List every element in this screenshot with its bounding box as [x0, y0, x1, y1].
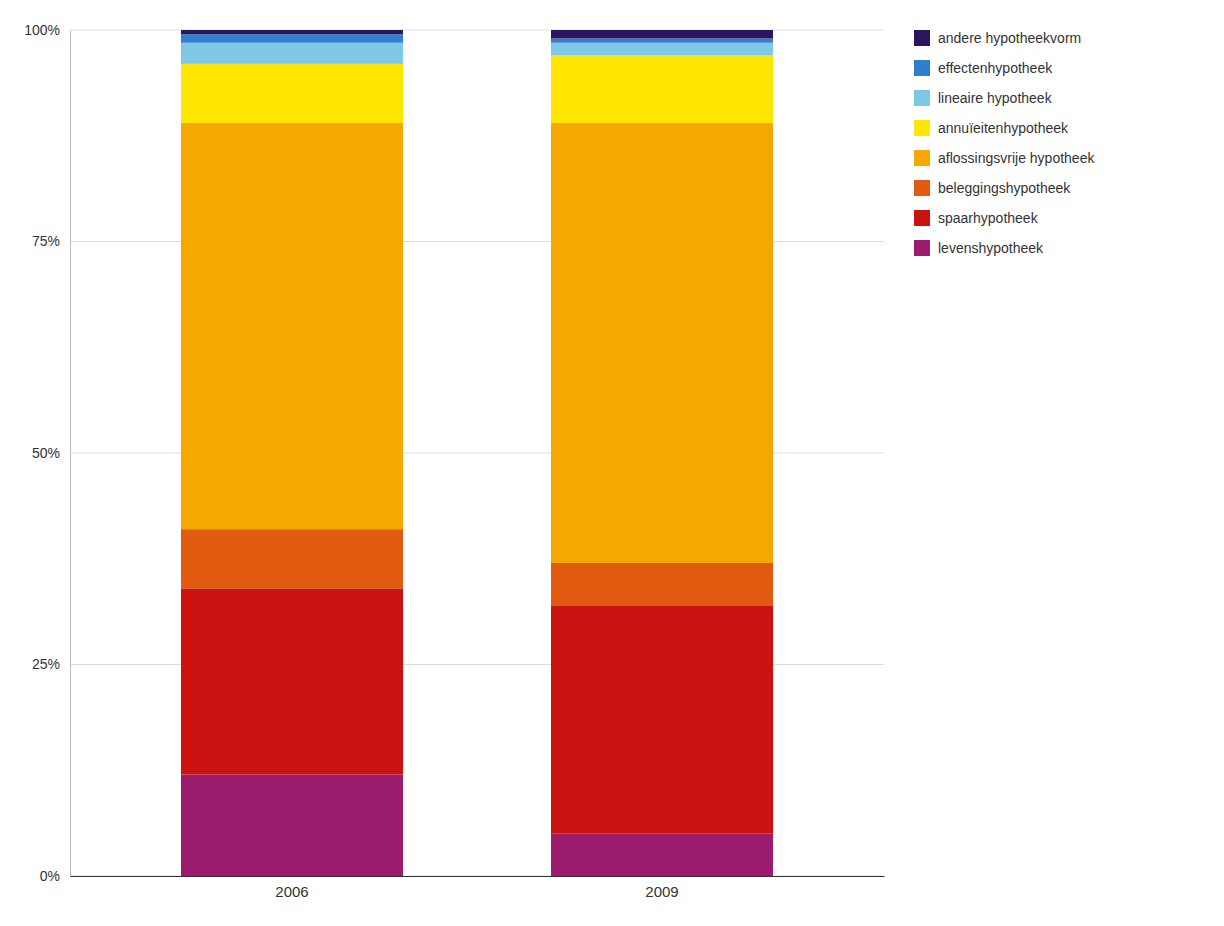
y-axis-line: [70, 31, 71, 877]
legend-label: spaarhypotheek: [938, 210, 1039, 226]
legend-label: levenshypotheek: [938, 240, 1044, 256]
legend-item: lineaire hypotheek: [914, 90, 1053, 106]
legend: andere hypotheekvorm effectenhypotheek lin…: [914, 30, 1095, 256]
bar-segment: [551, 605, 773, 833]
chart: 0% 25% 50% 75% 100% 2006 2009 andere hypotheekv…: [0, 0, 1224, 926]
legend-label: aflossingsvrije hypotheek: [938, 150, 1095, 166]
legend-swatch: [914, 210, 930, 226]
bar-segment: [181, 64, 403, 123]
legend-label: lineaire hypotheek: [938, 90, 1053, 106]
legend-item: levenshypotheek: [914, 240, 1044, 256]
legend-item: beleggingshypotheek: [914, 180, 1071, 196]
bar-segment: [551, 123, 773, 563]
x-axis-line: [71, 876, 885, 877]
legend-item: spaarhypotheek: [914, 210, 1039, 226]
x-tick-label: 2006: [275, 883, 308, 900]
legend-label: effectenhypotheek: [938, 60, 1053, 76]
x-tick: 2006: [275, 883, 308, 900]
y-tick: 25%: [32, 656, 70, 672]
y-tick: 50%: [32, 445, 70, 461]
bar-segment: [181, 34, 403, 42]
bars: [181, 30, 773, 876]
legend-swatch: [914, 180, 930, 196]
plot: 0% 25% 50% 75% 100% 2006 2009: [24, 22, 884, 900]
bar-segment: [551, 30, 773, 38]
series: [181, 588, 773, 833]
bar-segment: [551, 563, 773, 605]
legend-swatch: [914, 30, 930, 46]
series: [181, 55, 773, 123]
bar-segment: [181, 774, 403, 876]
y-tick: 100%: [24, 22, 70, 38]
y-tick-label: 100%: [24, 22, 60, 38]
series: [181, 43, 773, 64]
y-axis: 0% 25% 50% 75% 100%: [24, 22, 70, 884]
x-axis: 2006 2009: [71, 877, 885, 900]
bar-segment: [551, 43, 773, 56]
legend-label: annuïeitenhypotheek: [938, 120, 1069, 136]
legend-item: andere hypotheekvorm: [914, 30, 1081, 46]
bar-segment: [181, 588, 403, 774]
x-tick: 2009: [645, 883, 678, 900]
y-tick: 0%: [40, 868, 70, 884]
legend-swatch: [914, 60, 930, 76]
x-tick-label: 2009: [645, 883, 678, 900]
series: [181, 123, 773, 563]
legend-swatch: [914, 240, 930, 256]
legend-item: annuïeitenhypotheek: [914, 120, 1069, 136]
y-tick-label: 50%: [32, 445, 60, 461]
y-tick-label: 0%: [40, 868, 60, 884]
legend-swatch: [914, 90, 930, 106]
bar-segment: [181, 529, 403, 588]
y-tick-label: 75%: [32, 233, 60, 249]
legend-swatch: [914, 150, 930, 166]
bar-segment: [181, 30, 403, 34]
legend-item: aflossingsvrije hypotheek: [914, 150, 1095, 166]
legend-swatch: [914, 120, 930, 136]
legend-label: andere hypotheekvorm: [938, 30, 1081, 46]
legend-item: effectenhypotheek: [914, 60, 1053, 76]
bar-segment: [181, 43, 403, 64]
grid: [70, 30, 884, 876]
bar-segment: [551, 38, 773, 42]
y-tick-label: 25%: [32, 656, 60, 672]
bar-segment: [551, 55, 773, 123]
legend-label: beleggingshypotheek: [938, 180, 1071, 196]
bar-segment: [181, 123, 403, 529]
series: [181, 30, 773, 38]
bar-segment: [551, 834, 773, 876]
y-tick: 75%: [32, 233, 70, 249]
